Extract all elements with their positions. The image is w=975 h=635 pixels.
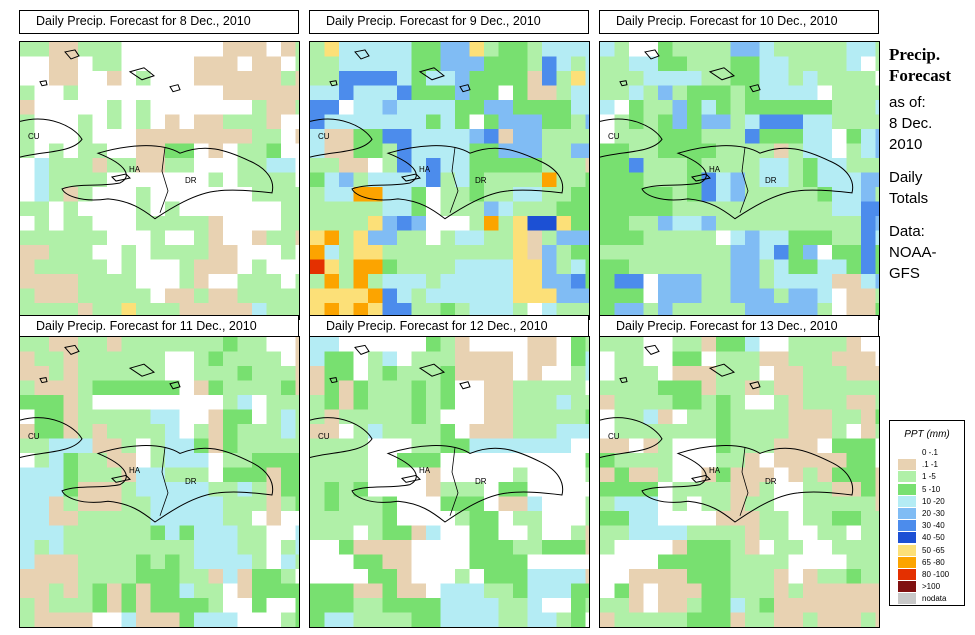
precip-map: CU HA DR (19, 336, 300, 628)
panel-title: Daily Precip. Forecast for 8 Dec., 2010 (19, 10, 299, 34)
legend-item: 20 -30 (890, 507, 964, 519)
asof-date-line1: 8 Dec. (889, 115, 933, 132)
panel-title: Daily Precip. Forecast for 13 Dec., 2010 (599, 315, 879, 339)
legend-swatch (898, 532, 916, 544)
map-label-dominican-republic: DR (475, 176, 487, 186)
legend-swatch (898, 568, 916, 580)
legend-swatch (898, 544, 916, 556)
legend-label: 20 -30 (922, 508, 945, 518)
legend-swatch (898, 471, 916, 483)
legend-swatch (898, 556, 916, 568)
legend-item: >100 (890, 580, 964, 593)
legend-swatch (898, 495, 916, 507)
map-label-cuba: CU (28, 132, 40, 142)
map-label-dominican-republic: DR (765, 477, 777, 487)
map-label-haiti: HA (419, 165, 431, 175)
map-label-dominican-republic: DR (185, 477, 197, 487)
map-label-dominican-republic: DR (185, 176, 197, 186)
map-label-dominican-republic: DR (475, 477, 487, 487)
map-label-cuba: CU (28, 431, 40, 441)
legend-item: 10 -20 (890, 495, 964, 507)
legend-label: 10 -20 (922, 496, 945, 506)
legend-swatch (898, 581, 916, 593)
asof-date-line2: 2010 (889, 136, 923, 153)
legend-item: 65 -80 (890, 556, 964, 568)
map-label-haiti: HA (419, 465, 431, 475)
precip-map: CU HA DR (599, 336, 880, 628)
precip-map: CU HA DR (309, 41, 590, 320)
map-label-haiti: HA (709, 465, 721, 475)
legend-label: 5 -10 (922, 484, 941, 494)
legend-title: PPT (mm) (904, 429, 950, 440)
precip-map: CU HA DR (599, 41, 880, 320)
legend-item: 5 -10 (890, 483, 964, 495)
side-info: Precip. Forecast as of: 8 Dec. 2010 Dail… (889, 44, 975, 284)
legend-label: >100 (922, 582, 941, 592)
map-label-haiti: HA (129, 465, 141, 475)
legend-label: 0 -.1 (922, 448, 939, 457)
precip-legend: PPT (mm) 0 -.1 .1 -1 1 -5 5 -10 10 -20 20 -30… (889, 420, 965, 606)
map-label-haiti: HA (709, 165, 721, 175)
legend-label: 30 -40 (922, 521, 945, 531)
legend-item: 80 -100 (890, 568, 964, 580)
legend-item: 0 -.1 (890, 446, 964, 458)
legend-item: 1 -5 (890, 470, 964, 483)
map-label-cuba: CU (318, 431, 330, 441)
legend-label: 1 -5 (922, 472, 936, 482)
legend-swatch (898, 483, 916, 495)
side-title-line1: Precip. (889, 45, 941, 64)
legend-item: 50 -65 (890, 544, 964, 556)
legend-label: 40 -50 (922, 533, 945, 543)
panel-title: Daily Precip. Forecast for 10 Dec., 2010 (599, 10, 879, 34)
legend-item: 30 -40 (890, 519, 964, 532)
legend-swatch (898, 447, 916, 458)
legend-label: 80 -100 (922, 569, 950, 579)
data-source-line3: GFS (889, 265, 920, 282)
legend-label: 50 -65 (922, 545, 945, 555)
legend-label: 65 -80 (922, 557, 945, 567)
data-source-line1: Data: (889, 223, 925, 240)
data-source-line2: NOAA- (889, 244, 937, 261)
legend-swatch (898, 459, 916, 471)
legend-label: nodata (922, 594, 947, 604)
map-label-dominican-republic: DR (765, 176, 777, 186)
map-label-cuba: CU (608, 132, 620, 142)
totals-line2: Totals (889, 190, 929, 207)
panel-title: Daily Precip. Forecast for 9 Dec., 2010 (309, 10, 589, 34)
side-title-line2: Forecast (889, 66, 951, 85)
precip-map: CU HA DR (19, 41, 300, 320)
legend-swatch (898, 507, 916, 519)
legend-item: .1 -1 (890, 458, 964, 471)
legend-swatch (898, 593, 916, 605)
precip-map: CU HA DR (309, 336, 590, 628)
asof-label: as of: (889, 94, 926, 111)
map-label-cuba: CU (608, 431, 620, 441)
panel-title: Daily Precip. Forecast for 12 Dec., 2010 (309, 315, 589, 339)
legend-item: nodata (890, 592, 964, 605)
panel-title: Daily Precip. Forecast for 11 Dec., 2010 (19, 315, 299, 339)
legend-label: .1 -1 (922, 460, 939, 470)
legend-rows: 0 -.1 .1 -1 1 -5 5 -10 10 -20 20 -30 30 -40 40 … (890, 446, 964, 605)
map-label-cuba: CU (318, 132, 330, 142)
legend-swatch (898, 520, 916, 532)
legend-item: 40 -50 (890, 531, 964, 544)
map-label-haiti: HA (129, 165, 141, 175)
totals-line1: Daily (889, 169, 923, 186)
